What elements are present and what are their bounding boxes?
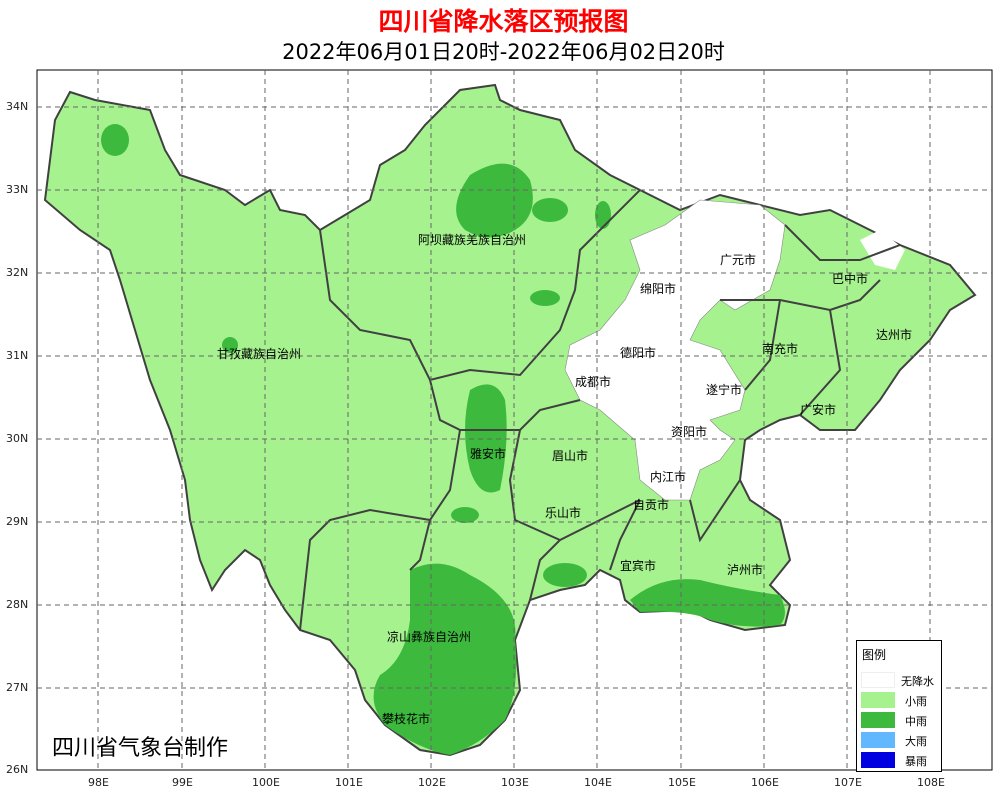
region-label: 泸州市 (727, 563, 764, 577)
region-label: 甘孜藏族自治州 (217, 347, 302, 361)
x-tick: 107E (834, 776, 862, 789)
legend-item-light-rain: 小雨 (861, 692, 941, 708)
region-label: 乐山市 (545, 506, 582, 520)
legend-item-moderate-rain: 中雨 (861, 712, 941, 728)
legend-label: 无降水 (901, 675, 934, 688)
region-label: 资阳市 (671, 425, 708, 439)
region-label: 宜宾市 (620, 559, 657, 573)
x-tick: 99E (172, 776, 193, 789)
legend-label: 暴雨 (905, 755, 927, 768)
x-tick: 102E (418, 776, 446, 789)
producer-credit: 四川省气象台制作 (52, 736, 229, 761)
region-label: 凉山彝族自治州 (387, 630, 472, 644)
x-tick: 98E (88, 776, 109, 789)
region-label: 自贡市 (633, 498, 670, 512)
moderate-rain-areas (101, 124, 785, 755)
legend-item-no-rain: 无降水 (861, 672, 941, 688)
legend-label: 大雨 (905, 735, 927, 748)
legend-swatch (861, 672, 895, 688)
x-tick: 101E (335, 776, 363, 789)
legend-swatch (861, 732, 895, 748)
map-title: 四川省降水落区预报图 (378, 7, 629, 36)
x-tick: 100E (252, 776, 280, 789)
region-label: 南充市 (762, 342, 799, 356)
legend-label: 小雨 (905, 695, 927, 708)
y-tick: 28N (6, 598, 29, 611)
x-tick: 105E (668, 776, 696, 789)
legend-swatch (861, 752, 895, 768)
x-tick: 108E (917, 776, 945, 789)
no-rain-area (564, 199, 786, 501)
legend-item-heavy-rain: 大雨 (861, 732, 941, 748)
graticule (37, 70, 992, 770)
region-label: 广安市 (800, 403, 837, 417)
region-label: 攀枝花市 (382, 712, 431, 726)
y-tick: 27N (6, 681, 29, 694)
y-tick: 30N (6, 432, 29, 445)
legend: 图例 无降水 小雨 中雨 大雨 暴雨 (856, 640, 942, 772)
x-tick: 106E (751, 776, 779, 789)
legend-item-rainstorm: 暴雨 (861, 752, 941, 768)
legend-swatch (861, 712, 895, 728)
map-subtitle: 2022年06月01日20时-2022年06月02日20时 (282, 40, 725, 64)
region-label: 内江市 (650, 470, 687, 484)
y-tick: 32N (6, 266, 29, 279)
region-label: 广元市 (720, 253, 757, 267)
region-label: 巴中市 (832, 272, 869, 286)
region-label: 雅安市 (470, 447, 507, 461)
legend-label: 中雨 (905, 715, 927, 728)
prefecture-borders (299, 189, 901, 631)
y-tick: 26N (6, 763, 29, 776)
y-tick: 33N (6, 183, 29, 196)
x-tick: 103E (501, 776, 529, 789)
region-label: 阿坝藏族羌族自治州 (418, 233, 527, 247)
region-label: 绵阳市 (640, 282, 677, 296)
region-label: 成都市 (575, 375, 612, 389)
legend-title: 图例 (862, 648, 887, 662)
y-tick: 34N (6, 100, 29, 113)
y-tick: 29N (6, 515, 29, 528)
x-tick: 104E (584, 776, 612, 789)
no-rain-area-bazhong (860, 230, 905, 270)
y-tick: 31N (6, 349, 29, 362)
legend-swatch (861, 692, 895, 708)
region-label: 达州市 (876, 328, 913, 342)
region-label: 遂宁市 (706, 383, 743, 397)
region-label: 德阳市 (620, 346, 657, 360)
region-label: 眉山市 (552, 449, 589, 463)
